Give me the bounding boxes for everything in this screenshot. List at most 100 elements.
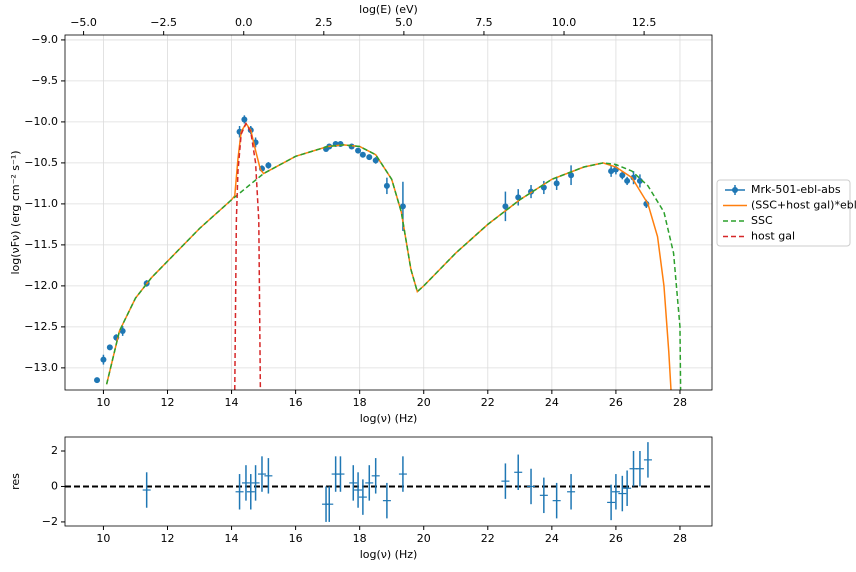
y-tick-label: −11.5 [24,238,58,251]
axes-frame [64,436,713,527]
x-tick-label: 24 [545,532,559,545]
legend-label: (SSC+host gal)*ebl [751,199,856,212]
x-tick-label: 26 [609,532,623,545]
marker [619,172,626,179]
x-tick-label: 26 [609,396,623,409]
x2-tick-label: 5.0 [395,16,413,29]
x2-tick-label: 12.5 [632,16,657,29]
marker [100,356,107,363]
data-point [567,474,576,510]
data-point [371,458,380,494]
legend-label: host gal [751,230,795,243]
data-point [527,468,536,505]
y-tick-label: −10.5 [24,156,58,169]
x-tick-label: 18 [353,532,367,545]
data-point [119,326,126,336]
y-tick-label: 2 [51,444,58,457]
legend-box [716,179,851,247]
marker [94,377,101,384]
model-line [105,144,682,390]
data-point [515,189,522,206]
y-tick-label: −11.0 [24,197,58,210]
data-point [552,482,561,519]
data-point [106,344,113,351]
x2-tick-label: 10.0 [552,16,577,29]
data-point [241,115,248,124]
data-point [257,456,266,492]
data-point [325,486,334,522]
data-point [619,171,626,180]
y-tick-label: −13.0 [24,361,58,374]
data-point [94,377,101,384]
legend-swatch [732,187,738,193]
x-tick-label: 10 [96,396,110,409]
y-tick-label: −10.0 [24,115,58,128]
data-point [251,465,260,501]
marker [624,177,631,184]
y-axis-label: log(νFν) (erg cm⁻² s⁻¹) [9,150,22,274]
data-point [635,451,644,487]
x2-tick-label: 7.5 [475,16,493,29]
data-point [568,165,575,186]
data-point [608,165,615,177]
y-axis-label: res [9,473,22,490]
data-point [241,465,250,501]
marker [241,116,248,123]
marker [502,203,509,210]
data-point [354,472,363,508]
x2-tick-label: 0.0 [235,16,253,29]
marker [106,344,113,351]
x2-tick-label: 2.5 [315,16,333,29]
marker [359,151,366,158]
x-tick-label: 14 [225,396,239,409]
data-point [142,472,151,508]
marker [372,157,379,164]
marker [265,162,272,169]
axes-frame [64,34,713,391]
x-axis-label: log(ν) (Hz) [360,412,418,425]
x-tick-label: 24 [545,396,559,409]
data-point [398,456,407,492]
data-point [611,474,620,510]
data-point [643,442,652,478]
x-tick-label: 12 [160,396,174,409]
model-line [105,122,672,390]
marker [119,327,126,334]
x-tick-label: 10 [96,532,110,545]
x-tick-label: 16 [289,396,303,409]
data-point [372,157,379,164]
data-point [382,482,391,519]
data-point [502,191,509,222]
marker [553,180,560,187]
data-point [618,475,627,512]
data-point [539,477,548,514]
y-tick-label: −12.0 [24,279,58,292]
plot-area [94,115,682,390]
legend-label: Mrk-501-ebl-abs [751,183,841,196]
x-tick-label: 14 [225,532,239,545]
marker [608,168,615,175]
legend-label: SSC [751,214,773,227]
data-point [514,454,523,491]
data-point [235,474,244,510]
marker [366,154,373,161]
data-point [383,177,390,195]
y-tick-label: −9.0 [31,33,58,46]
y-tick-label: −9.5 [31,74,58,87]
x-tick-label: 22 [481,532,495,545]
data-point [636,174,643,188]
data-point [553,176,560,190]
marker [568,172,575,179]
data-point [265,162,272,169]
marker [355,147,362,154]
data-point [336,456,345,492]
y-tick-label: 0 [51,479,58,492]
marker [399,203,406,210]
marker [515,194,522,201]
data-point [358,479,367,515]
x-tick-label: 22 [481,396,495,409]
x2-tick-label: −5.0 [70,16,97,29]
x-tick-label: 20 [417,396,431,409]
x2-axis-label: log(E) (eV) [359,3,418,16]
